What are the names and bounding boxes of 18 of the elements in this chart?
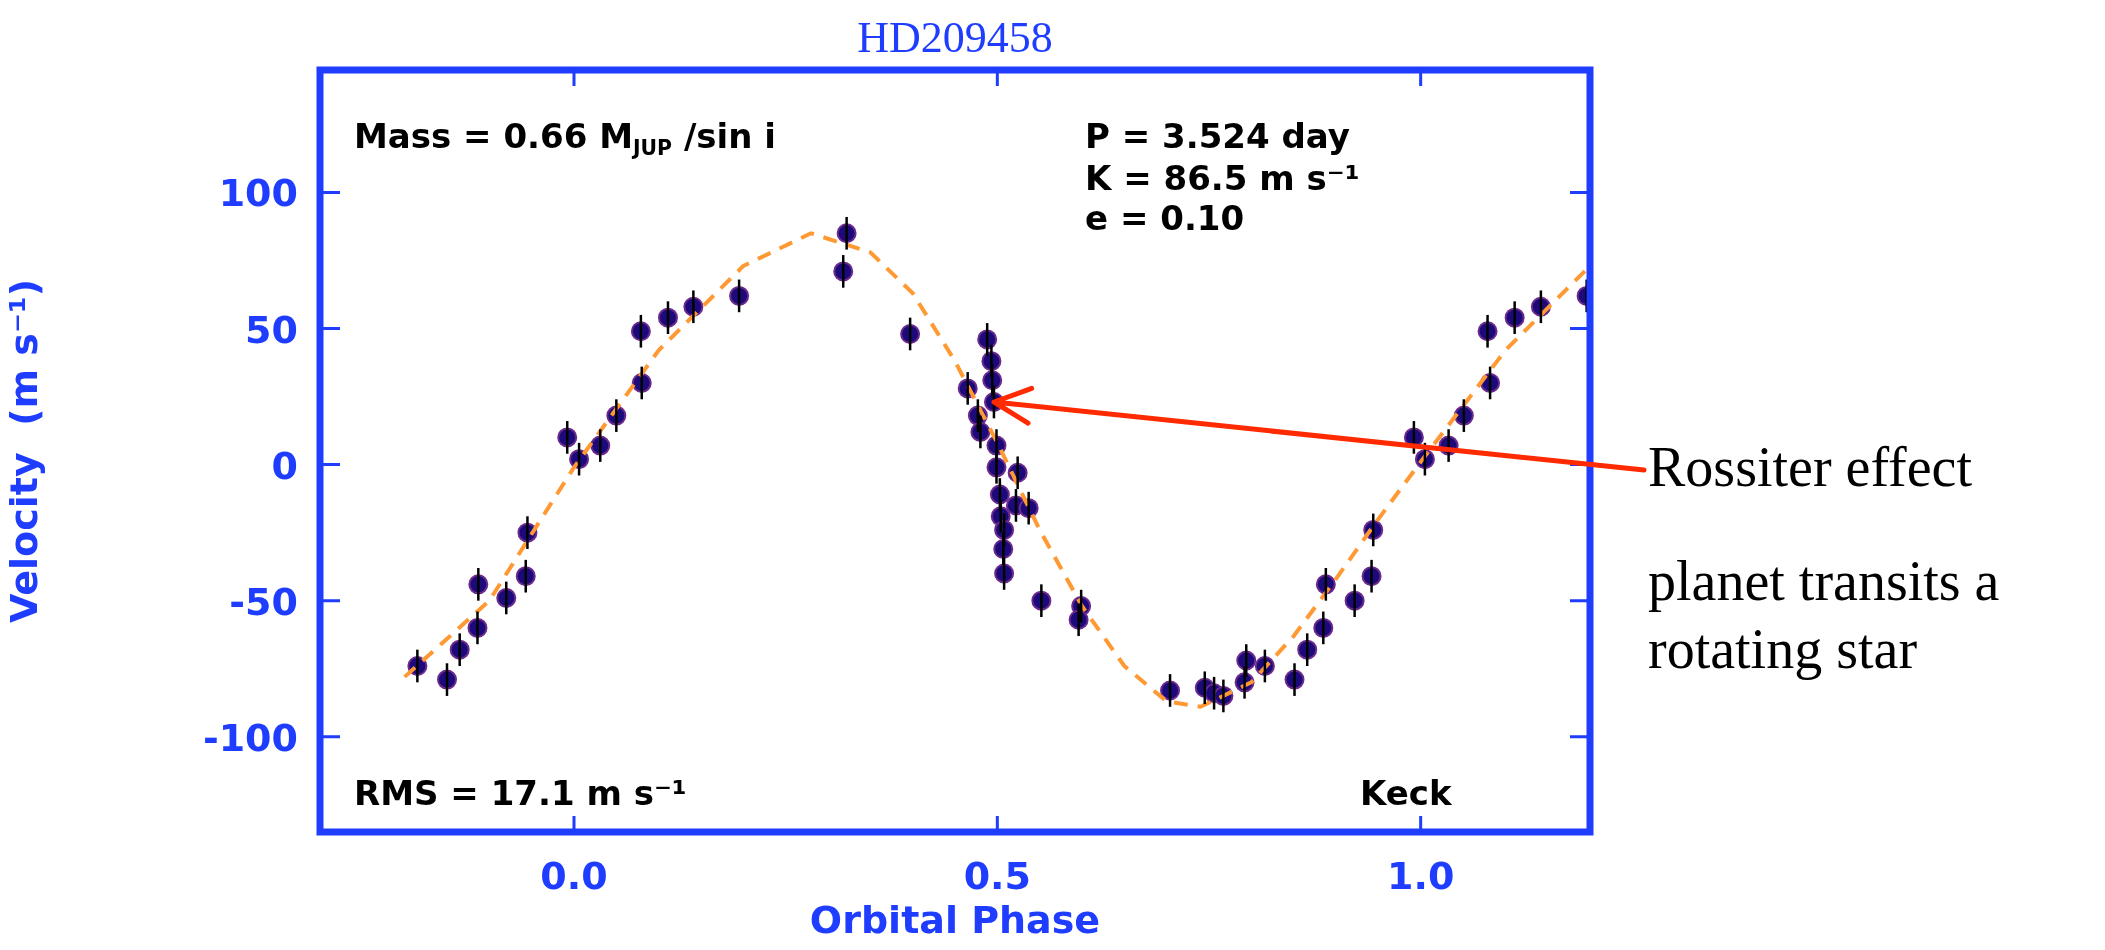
x-tick-label: 0.5 bbox=[963, 853, 1031, 898]
y-tick-label: -100 bbox=[202, 715, 298, 760]
chart-title: HD209458 bbox=[857, 13, 1053, 62]
annotation: Keck bbox=[1360, 773, 1453, 813]
annotation: e = 0.10 bbox=[1085, 198, 1245, 238]
annotation: RMS = 17.1 m s⁻¹ bbox=[354, 773, 687, 813]
y-axis-title: Velocity (m s⁻¹) bbox=[1, 278, 46, 624]
annotation: Rossiter effect bbox=[1648, 436, 1973, 498]
annotation: P = 3.524 day bbox=[1085, 116, 1350, 156]
y-tick-label: 0 bbox=[271, 443, 298, 488]
annotation: K = 86.5 m s⁻¹ bbox=[1085, 158, 1360, 198]
y-tick-label: 100 bbox=[218, 171, 298, 216]
text: planet transits a rotating star bbox=[1648, 550, 2000, 680]
x-axis-title: Orbital Phase bbox=[809, 898, 1101, 943]
x-tick-label: 1.0 bbox=[1387, 853, 1455, 898]
y-tick-label: -50 bbox=[229, 579, 298, 624]
y-tick-label: 50 bbox=[245, 307, 298, 352]
x-tick-label: 0.0 bbox=[540, 853, 608, 898]
